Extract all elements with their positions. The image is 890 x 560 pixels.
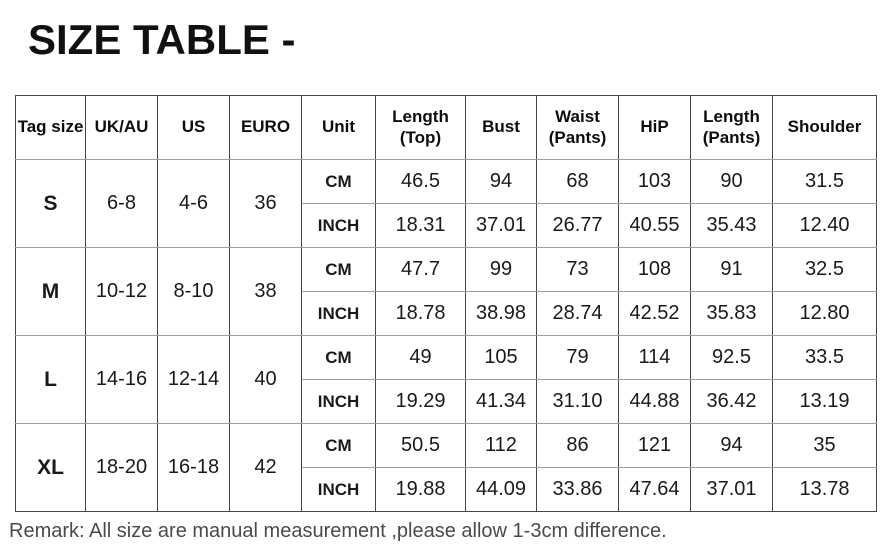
cell-shoulder: 13.19	[772, 379, 877, 424]
cell-shoulder: 12.40	[772, 203, 877, 248]
cell-waist: 68	[536, 159, 619, 204]
cell-euro: 38	[229, 247, 302, 336]
cell-length-top: 49	[375, 335, 466, 380]
column-header-unit: Unit	[301, 95, 376, 160]
cell-unit-inch: INCH	[301, 291, 376, 336]
column-header-us: US	[157, 95, 230, 160]
cell-hip: 42.52	[618, 291, 691, 336]
table-row-xl-cm: XL 18-20 16-18 42 CM 50.5 112 86 121 94 …	[15, 423, 877, 512]
cell-euro: 42	[229, 423, 302, 512]
cell-us: 12-14	[157, 335, 230, 424]
table-row-m-cm: M 10-12 8-10 38 CM 47.7 99 73 108 91 32.…	[15, 247, 877, 336]
cell-euro: 36	[229, 159, 302, 248]
cell-unit-cm: CM	[301, 159, 376, 204]
cell-length-pants: 90	[690, 159, 773, 204]
cell-unit-cm: CM	[301, 423, 376, 468]
cell-tag-size: S	[15, 159, 86, 248]
column-header-uk-au: UK/AU	[85, 95, 158, 160]
cell-length-pants: 35.83	[690, 291, 773, 336]
table-row-s-inch: INCH 18.31 37.01 26.77 40.55 35.43 12.40	[16, 203, 877, 248]
cell-length-pants: 94	[690, 423, 773, 468]
cell-uk-au: 14-16	[85, 335, 158, 424]
column-header-length-top: Length (Top)	[375, 95, 466, 160]
cell-length-pants: 92.5	[690, 335, 773, 380]
cell-length-pants: 36.42	[690, 379, 773, 424]
page-title: SIZE TABLE -	[28, 16, 296, 63]
cell-shoulder: 13.78	[772, 467, 877, 512]
cell-hip: 103	[618, 159, 691, 204]
cell-length-top: 19.29	[375, 379, 466, 424]
cell-length-top: 47.7	[375, 247, 466, 292]
cell-bust: 38.98	[465, 291, 537, 336]
cell-hip: 121	[618, 423, 691, 468]
cell-us: 8-10	[157, 247, 230, 336]
cell-hip: 114	[618, 335, 691, 380]
column-header-tag-size: Tag size	[15, 95, 86, 160]
cell-waist: 31.10	[536, 379, 619, 424]
remark-text: Remark: All size are manual measurement …	[9, 520, 667, 542]
cell-unit-inch: INCH	[301, 379, 376, 424]
cell-hip: 47.64	[618, 467, 691, 512]
cell-waist: 79	[536, 335, 619, 380]
cell-waist: 73	[536, 247, 619, 292]
size-table: Tag size UK/AU US EURO Unit Length (Top)…	[15, 95, 877, 512]
table-row-xl-inch: INCH 19.88 44.09 33.86 47.64 37.01 13.78	[16, 467, 877, 512]
column-header-shoulder: Shoulder	[772, 95, 877, 160]
cell-shoulder: 35	[772, 423, 877, 468]
cell-shoulder: 12.80	[772, 291, 877, 336]
cell-tag-size: XL	[15, 423, 86, 512]
cell-hip: 108	[618, 247, 691, 292]
cell-waist: 26.77	[536, 203, 619, 248]
cell-unit-inch: INCH	[301, 203, 376, 248]
cell-unit-cm: CM	[301, 335, 376, 380]
table-row-l-cm: L 14-16 12-14 40 CM 49 105 79 114 92.5 3…	[15, 335, 877, 424]
cell-tag-size: L	[15, 335, 86, 424]
cell-length-top: 19.88	[375, 467, 466, 512]
cell-waist: 86	[536, 423, 619, 468]
cell-us: 4-6	[157, 159, 230, 248]
cell-bust: 105	[465, 335, 537, 380]
cell-bust: 112	[465, 423, 537, 468]
cell-tag-size: M	[15, 247, 86, 336]
cell-bust: 99	[465, 247, 537, 292]
cell-length-pants: 91	[690, 247, 773, 292]
cell-us: 16-18	[157, 423, 230, 512]
cell-waist: 28.74	[536, 291, 619, 336]
cell-shoulder: 31.5	[772, 159, 877, 204]
cell-hip: 40.55	[618, 203, 691, 248]
table-row-m-inch: INCH 18.78 38.98 28.74 42.52 35.83 12.80	[16, 291, 877, 336]
cell-uk-au: 18-20	[85, 423, 158, 512]
cell-shoulder: 33.5	[772, 335, 877, 380]
cell-length-pants: 35.43	[690, 203, 773, 248]
table-header-row: Tag size UK/AU US EURO Unit Length (Top)…	[15, 95, 877, 160]
cell-length-top: 50.5	[375, 423, 466, 468]
cell-unit-cm: CM	[301, 247, 376, 292]
cell-uk-au: 10-12	[85, 247, 158, 336]
cell-waist: 33.86	[536, 467, 619, 512]
table-row-l-inch: INCH 19.29 41.34 31.10 44.88 36.42 13.19	[16, 379, 877, 424]
cell-length-top: 46.5	[375, 159, 466, 204]
cell-hip: 44.88	[618, 379, 691, 424]
column-header-length-pants: Length (Pants)	[690, 95, 773, 160]
cell-unit-inch: INCH	[301, 467, 376, 512]
cell-length-pants: 37.01	[690, 467, 773, 512]
cell-bust: 94	[465, 159, 537, 204]
column-header-bust: Bust	[465, 95, 537, 160]
cell-bust: 41.34	[465, 379, 537, 424]
column-header-waist-pants: Waist (Pants)	[536, 95, 619, 160]
cell-bust: 44.09	[465, 467, 537, 512]
cell-shoulder: 32.5	[772, 247, 877, 292]
cell-bust: 37.01	[465, 203, 537, 248]
cell-length-top: 18.31	[375, 203, 466, 248]
column-header-euro: EURO	[229, 95, 302, 160]
cell-length-top: 18.78	[375, 291, 466, 336]
cell-uk-au: 6-8	[85, 159, 158, 248]
table-row-s-cm: S 6-8 4-6 36 CM 46.5 94 68 103 90 31.5	[15, 159, 877, 248]
cell-euro: 40	[229, 335, 302, 424]
column-header-hip: HiP	[618, 95, 691, 160]
